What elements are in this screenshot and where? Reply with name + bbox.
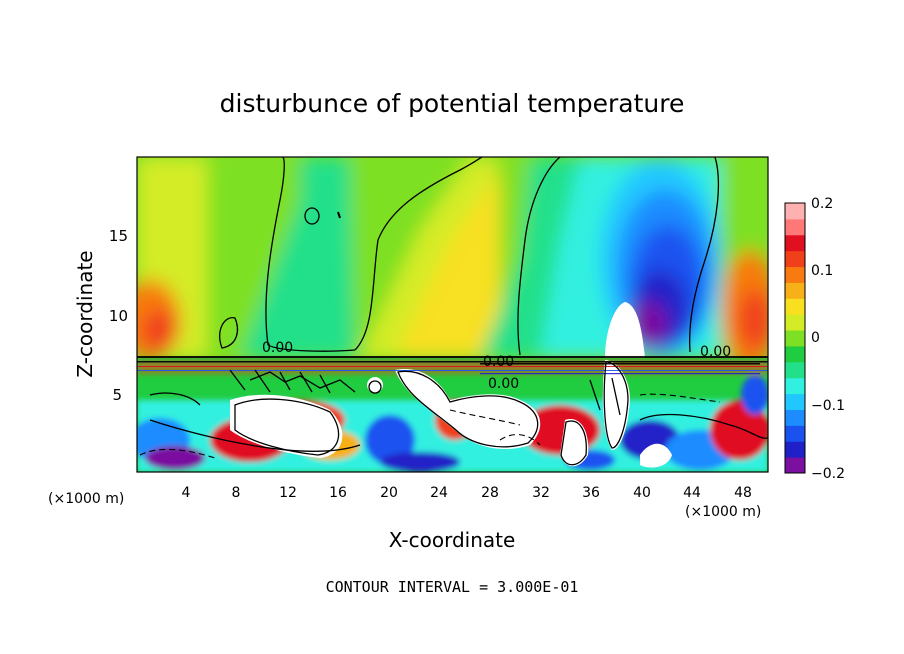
y-axis-title: Z-coordinate: [73, 250, 97, 377]
colorbar-segment: [785, 234, 805, 252]
contour-label: 0.00: [700, 344, 731, 360]
colorbar-segment: [785, 314, 805, 331]
x-tick-label: 20: [380, 485, 398, 501]
colorbar-segment: [785, 330, 805, 347]
x-tick-label: 4: [182, 485, 191, 501]
out-of-range-region: [605, 302, 645, 358]
colorbar-segment: [785, 409, 805, 426]
contour-label: 0.00: [488, 376, 519, 392]
colorbar-segment: [785, 377, 805, 395]
x-tick-label: 16: [329, 485, 347, 501]
x-axis-title: X-coordinate: [389, 528, 516, 552]
chart-title: disturbunce of potential temperature: [220, 89, 685, 118]
y-axis-ticks: 5 10 15: [109, 227, 128, 404]
x-tick-label: 48: [734, 485, 752, 501]
colorbar-segment: [785, 361, 805, 379]
upper-field: [137, 157, 768, 358]
colorbar-segment: [785, 425, 805, 442]
colorbar-segment: [785, 457, 805, 474]
x-tick-label: 28: [481, 485, 499, 501]
x-tick-label: 32: [532, 485, 550, 501]
colorbar-segment: [785, 266, 805, 283]
x-tick-label: 8: [232, 485, 241, 501]
plot-frame: [136, 156, 769, 473]
y-tick-label: 15: [109, 227, 128, 245]
contour-label: 0.00: [262, 340, 293, 356]
colorbar-tick-label: −0.1: [811, 398, 845, 414]
colorbar-frame: [784, 202, 806, 474]
x-tick-label: 12: [279, 485, 297, 501]
colorbar-segment: [785, 250, 805, 268]
contour-lines: [149, 157, 768, 466]
colorbar-tick-label: −0.2: [811, 466, 845, 482]
contour-lines-dashed: [139, 393, 721, 459]
x-tick-label: 44: [683, 485, 701, 501]
colorbar-segment: [785, 393, 805, 410]
x-axis-ticks: 4 8 12 16 20 24 28 32 36 40 44 48: [182, 485, 752, 501]
x-tick-label: 36: [582, 485, 600, 501]
x-tick-label: 40: [633, 485, 651, 501]
x-unit-label-left: (×1000 m): [48, 491, 124, 507]
colorbar-segment: [785, 345, 805, 363]
colorbar-segment: [785, 218, 805, 236]
colorbar-segment: [785, 441, 805, 458]
colorbar-segment: [785, 203, 805, 220]
colorbar-segment: [785, 298, 805, 315]
colorbar-segment: [785, 282, 805, 299]
y-tick-label: 5: [112, 386, 122, 404]
colorbar-segments: [785, 203, 805, 474]
y-tick-label: 10: [109, 307, 128, 325]
contour-label-group: 0.00 0.00 0.00 0.00: [262, 340, 731, 392]
contour-label: 0.00: [483, 354, 514, 370]
x-tick-label: 24: [430, 485, 448, 501]
colorbar-tick-label: 0.2: [811, 196, 833, 212]
plot-area: 0.00 0.00 0.00 0.00: [137, 157, 768, 472]
colorbar-tick-label: 0.1: [811, 263, 833, 279]
contour-interval-note: CONTOUR INTERVAL = 3.000E-01: [326, 578, 579, 596]
colorbar-tick-label: 0: [811, 330, 820, 346]
x-unit-label-right: (×1000 m): [685, 504, 761, 520]
colorbar: 0.2 0.1 0 −0.1 −0.2: [784, 196, 845, 482]
